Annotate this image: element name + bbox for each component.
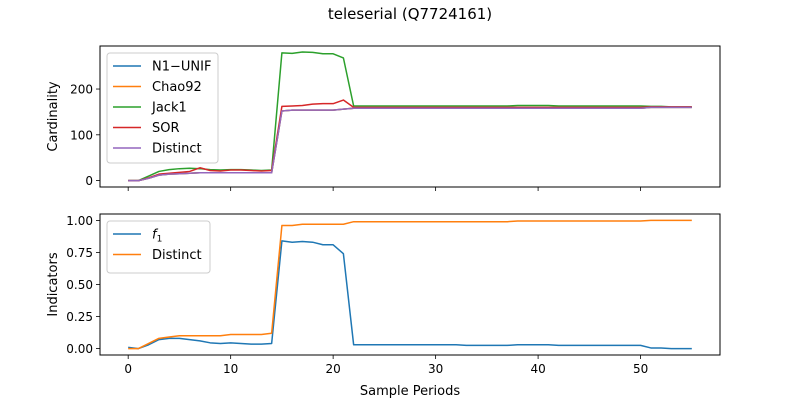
legend-frame — [106, 52, 219, 164]
y-tick-label: 0.75 — [66, 246, 93, 260]
x-axis-label: Sample Periods — [360, 384, 460, 399]
legend-label: f1 — [152, 228, 162, 245]
x-tick-label: 0 — [124, 362, 132, 376]
indicators-series-layer — [128, 219, 692, 350]
x-tick-label: 20 — [325, 362, 340, 376]
x-tick-label: 10 — [223, 362, 238, 376]
cardinality-axes-frame — [99, 45, 721, 188]
y-tick-label: 100 — [70, 128, 93, 142]
y-tick-label: 200 — [70, 83, 93, 97]
cardinality-ticks: 0 100 200 — [70, 83, 641, 191]
y-tick-label: 0.00 — [66, 342, 93, 356]
cardinality-series-layer — [128, 51, 692, 182]
legend-label: Chao92 — [152, 80, 202, 95]
y-tick-label: 0.50 — [66, 278, 93, 292]
x-tick-label: 50 — [633, 362, 648, 376]
series-line-distinct — [128, 219, 692, 350]
indicators-ylabel: Indicators — [46, 252, 61, 316]
x-tick-label: 30 — [428, 362, 443, 376]
series-line-f1 — [128, 240, 692, 350]
series-line-jack1 — [128, 51, 692, 182]
y-tick-label: 0.25 — [66, 310, 93, 324]
legend-label: N1−UNIF — [152, 60, 211, 75]
x-tick-label: 40 — [530, 362, 545, 376]
indicators-ticks: 0 10 20 30 40 50 0.00 0.25 0.50 0.75 1.00 — [66, 214, 648, 376]
cardinality-panel: 0 100 200 Cardinality N1−UNIF Chao92 Jack1 SO… — [46, 45, 721, 191]
legend-label: Distinct — [152, 248, 202, 263]
indicators-panel: 0 10 20 30 40 50 0.00 0.25 0.50 0.75 1.00 Indicato… — [46, 213, 721, 376]
cardinality-legend: N1−UNIF Chao92 Jack1 SOR Distinct — [106, 52, 219, 164]
legend-label: Jack1 — [151, 101, 187, 116]
legend-label: Distinct — [152, 142, 202, 157]
y-tick-label: 0 — [85, 174, 93, 188]
legend-frame — [106, 220, 211, 274]
cardinality-ylabel: Cardinality — [46, 81, 61, 152]
series-line-distinct — [128, 106, 692, 182]
y-tick-label: 1.00 — [66, 214, 93, 228]
figure-title: teleserial (Q7724161) — [328, 5, 492, 23]
legend-label: SOR — [152, 121, 180, 136]
series-line-sor — [128, 99, 692, 182]
indicators-legend: f1 Distinct — [106, 220, 211, 274]
